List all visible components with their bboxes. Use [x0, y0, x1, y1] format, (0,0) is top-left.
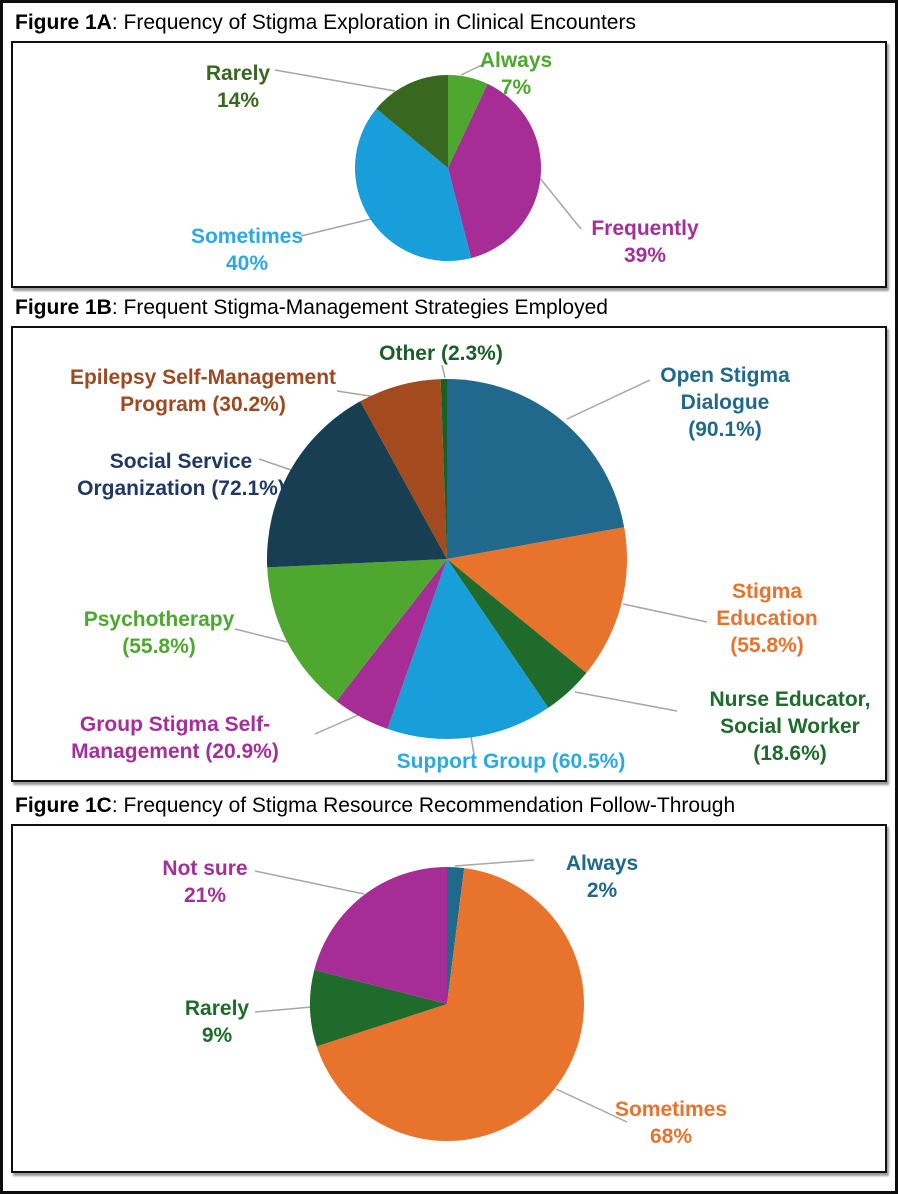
- pie-slice-open-stigma-dialogue: [447, 379, 625, 559]
- figure-1b-title: Figure 1B: Frequent Stigma-Management St…: [3, 288, 895, 326]
- pie-slice-stigma-education: [447, 527, 627, 673]
- figure-1a-title-label: Figure 1A: [15, 11, 112, 34]
- figure-1c-title-label: Figure 1C: [15, 794, 112, 817]
- figure-1a-title-text: : Frequency of Stigma Exploration in Cli…: [111, 11, 636, 34]
- figure-1c-chart-panel: Always 2% Not sure 21% Rarely 9% Sometimes 6…: [11, 824, 887, 1173]
- pie-label-rarely: Rarely 14%: [205, 62, 271, 112]
- figure-1a-chart-panel: Always 7% Rarely 14% Sometimes 40% Frequent…: [11, 41, 887, 288]
- leader-line-always: [454, 859, 535, 867]
- pie-label-social-service-organization: Social Service Organization (72.1%): [77, 450, 285, 500]
- leader-line-support-group: [470, 736, 475, 755]
- pie-1b-slices: [267, 378, 627, 739]
- pie-label-other: Other (2.3%): [379, 342, 503, 365]
- leader-line-open-stigma-dialogue: [566, 379, 651, 420]
- figure-1a-title: Figure 1A: Frequency of Stigma Explorati…: [3, 3, 895, 41]
- pie-label-stigma-education: Stigma Education (55.8%): [716, 580, 818, 657]
- pie-label-sometimes: Sometimes 68%: [614, 1098, 728, 1148]
- pie-slice-always: [448, 75, 488, 168]
- leader-line-sometimes: [555, 1088, 628, 1123]
- leader-line-stigma-education: [622, 603, 708, 623]
- pie-label-epilepsy-self-management-program: Epilepsy Self-Management Program (30.2%): [69, 366, 337, 416]
- pie-slice-sometimes: [316, 868, 585, 1142]
- pie-chart-1c: [254, 859, 628, 1142]
- pie-slice-social-service-organization: [267, 401, 447, 568]
- pie-slice-rarely: [376, 75, 448, 168]
- leader-line-group-stigma: [314, 711, 366, 735]
- pie-label-support-group: Support Group (60.5%): [396, 750, 626, 773]
- leader-line-not-sure: [254, 870, 365, 895]
- pie-slice-sometimes: [354, 108, 472, 262]
- pie-label-frequently: Frequently 39%: [591, 217, 699, 267]
- leader-line-rarely: [254, 1006, 313, 1013]
- pie-label-always: Always 2%: [565, 852, 639, 902]
- figure-1b-title-text: : Frequent Stigma-Management Strategies …: [111, 296, 608, 319]
- pie-slice-rarely: [309, 969, 447, 1047]
- leader-line-rarely: [274, 69, 396, 92]
- pie-slice-frequently: [448, 83, 542, 259]
- pie-slice-not-sure: [314, 867, 447, 1004]
- pie-slice-support-group: [387, 559, 549, 739]
- leader-line-nurse-educator: [574, 691, 678, 712]
- figure-1c-title-text: : Frequency of Stigma Resource Recommend…: [111, 794, 736, 817]
- pie-slice-always: [447, 867, 465, 1004]
- leader-line-psychotherapy: [234, 628, 288, 643]
- pie-chart-1a: [274, 62, 582, 262]
- pie-label-nurse-educator-social-worker: Nurse Educator, Social Worker (18.6%): [709, 688, 871, 765]
- leader-line-sometimes: [300, 218, 372, 237]
- pie-label-rarely: Rarely 9%: [184, 997, 250, 1047]
- pie-label-always: Always 7%: [479, 49, 553, 99]
- leader-line-always: [460, 62, 487, 76]
- leader-line-other: [441, 364, 446, 379]
- pie-label-not-sure: Not sure 21%: [162, 857, 248, 907]
- pie-label-sometimes: Sometimes 40%: [190, 225, 304, 275]
- pie-chart-1b: [234, 364, 708, 755]
- pie-slice-epilepsy-self-management-program: [360, 379, 447, 559]
- pie-slice-psychotherapy: [267, 559, 447, 702]
- pie-label-group-stigma-self-management: Group Stigma Self-Management (20.9%): [71, 713, 279, 763]
- leader-line-frequently: [538, 176, 582, 230]
- pie-label-psychotherapy: Psychotherapy (55.8%): [83, 608, 235, 658]
- pie-slice-nurse-educator-social-worker: [447, 559, 587, 708]
- pie-1c-slices: [309, 867, 585, 1142]
- figure-1b-title-label: Figure 1B: [15, 296, 112, 319]
- figure-1b-chart-panel: Other (2.3%) Epilepsy Self-Management Pr…: [11, 326, 887, 782]
- pie-slice-other: [440, 378, 447, 559]
- pie-slice-group-stigma-self-management: [336, 559, 447, 729]
- pie-1a-slices: [354, 75, 542, 262]
- pie-label-open-stigma-dialogue: Open Stigma Dialogue (90.1%): [660, 364, 790, 441]
- figure-1c-title: Figure 1C: Frequency of Stigma Resource …: [3, 782, 895, 824]
